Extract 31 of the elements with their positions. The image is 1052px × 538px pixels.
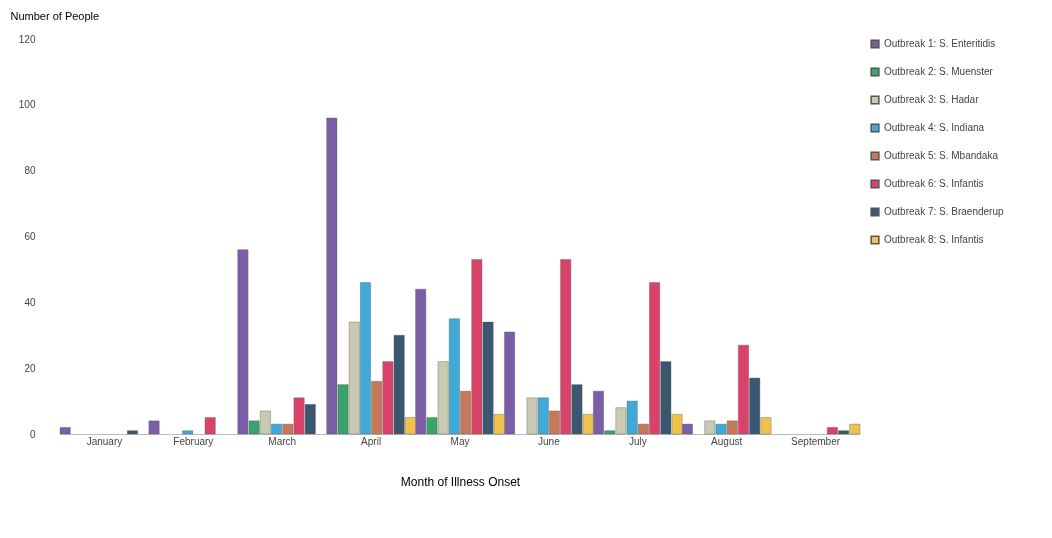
y-tick-label: 100 <box>18 99 36 111</box>
bar <box>182 430 194 435</box>
bar <box>204 417 216 435</box>
x-tick-label: April <box>361 435 382 447</box>
x-tick-label: August <box>711 435 743 447</box>
legend-label: Outbreak 6: S. Infantis <box>884 178 984 189</box>
x-tick-label: January <box>86 435 123 447</box>
x-tick-label: May <box>450 435 470 447</box>
legend-label: Outbreak 4: S. Indiana <box>884 122 985 133</box>
legend-label: Outbreak 3: S. Hadar <box>884 94 980 105</box>
x-tick-label: February <box>173 435 214 447</box>
y-tick-label: 120 <box>18 33 36 45</box>
bar <box>59 427 71 435</box>
legend-label: Outbreak 2: S. Muenster <box>884 66 994 77</box>
x-axis-title: Month of Illness Onset <box>400 474 521 489</box>
y-tick-label: 80 <box>24 165 36 177</box>
legend-label: Outbreak 8: S. Infantis <box>884 234 984 245</box>
x-tick-label: September <box>791 435 841 447</box>
legend-label: Outbreak 7: S. Braenderup <box>884 206 1004 217</box>
y-axis-title: Number of People <box>10 9 100 22</box>
x-tick-label: July <box>628 435 647 447</box>
y-tick-label: 40 <box>24 296 36 308</box>
bar <box>148 420 160 435</box>
x-tick-label: March <box>268 435 297 447</box>
y-tick-label: 20 <box>24 362 36 374</box>
bar <box>127 430 138 435</box>
legend-label: Outbreak 5: S. Mbandaka <box>884 150 999 161</box>
y-tick-label: 0 <box>29 428 36 440</box>
y-tick-label: 60 <box>24 231 36 242</box>
x-tick-label: June <box>538 435 561 447</box>
legend-label: Outbreak 1: S. Enteritidis <box>884 38 996 49</box>
